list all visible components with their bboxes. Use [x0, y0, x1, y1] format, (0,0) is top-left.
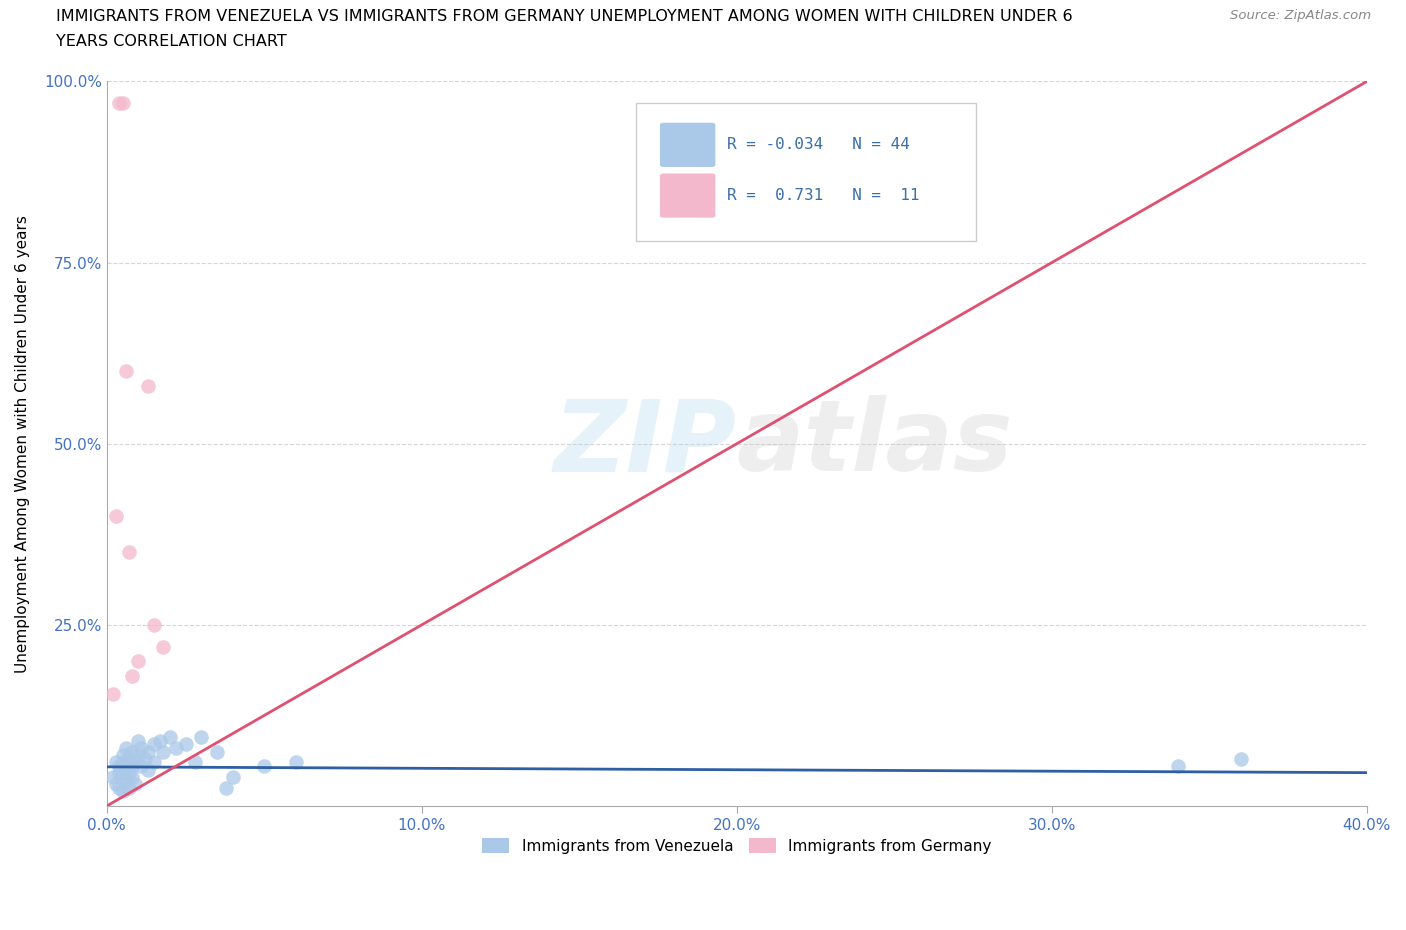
Point — [118, 766, 141, 781]
Point — [1230, 751, 1253, 766]
Point — [111, 755, 134, 770]
Point — [127, 748, 149, 763]
Point — [131, 759, 153, 774]
Point — [159, 730, 181, 745]
Point — [143, 618, 166, 632]
Point — [127, 734, 149, 749]
FancyBboxPatch shape — [659, 123, 716, 167]
Point — [108, 759, 131, 774]
Point — [111, 748, 134, 763]
Point — [284, 755, 307, 770]
Text: R = -0.034   N = 44: R = -0.034 N = 44 — [727, 137, 910, 152]
Point — [105, 509, 128, 524]
Point — [108, 96, 131, 111]
Point — [111, 769, 134, 784]
Point — [114, 773, 136, 788]
Point — [114, 364, 136, 379]
Point — [121, 769, 143, 784]
Point — [184, 755, 207, 770]
Point — [174, 737, 197, 751]
Point — [111, 96, 134, 111]
Point — [124, 755, 146, 770]
Point — [105, 755, 128, 770]
Point — [101, 769, 124, 784]
Point — [127, 654, 149, 669]
Point — [121, 668, 143, 683]
Point — [114, 740, 136, 755]
Point — [118, 780, 141, 795]
Point — [253, 759, 276, 774]
Text: ZIP: ZIP — [554, 395, 737, 492]
Point — [136, 763, 159, 777]
Point — [124, 777, 146, 791]
Point — [143, 737, 166, 751]
Point — [152, 744, 174, 759]
Y-axis label: Unemployment Among Women with Children Under 6 years: Unemployment Among Women with Children U… — [15, 215, 30, 672]
Text: IMMIGRANTS FROM VENEZUELA VS IMMIGRANTS FROM GERMANY UNEMPLOYMENT AMONG WOMEN WI: IMMIGRANTS FROM VENEZUELA VS IMMIGRANTS … — [56, 9, 1073, 24]
Point — [108, 766, 131, 781]
FancyBboxPatch shape — [659, 174, 716, 218]
Point — [215, 780, 238, 795]
Point — [205, 744, 228, 759]
Point — [111, 784, 134, 799]
Point — [121, 759, 143, 774]
FancyBboxPatch shape — [636, 103, 976, 241]
Point — [118, 545, 141, 560]
Point — [136, 379, 159, 393]
Point — [149, 734, 172, 749]
Point — [143, 755, 166, 770]
Text: YEARS CORRELATION CHART: YEARS CORRELATION CHART — [56, 34, 287, 49]
Point — [114, 763, 136, 777]
Point — [152, 639, 174, 654]
Point — [190, 730, 212, 745]
Point — [118, 751, 141, 766]
Point — [222, 769, 245, 784]
Point — [121, 744, 143, 759]
Point — [131, 740, 153, 755]
Text: Source: ZipAtlas.com: Source: ZipAtlas.com — [1230, 9, 1371, 22]
Point — [136, 744, 159, 759]
Legend: Immigrants from Venezuela, Immigrants from Germany: Immigrants from Venezuela, Immigrants fr… — [475, 832, 998, 860]
Point — [1167, 759, 1189, 774]
Text: atlas: atlas — [737, 395, 1014, 492]
Point — [165, 740, 187, 755]
Point — [101, 686, 124, 701]
Point — [108, 780, 131, 795]
Point — [105, 777, 128, 791]
Point — [134, 751, 156, 766]
Text: R =  0.731   N =  11: R = 0.731 N = 11 — [727, 188, 920, 203]
